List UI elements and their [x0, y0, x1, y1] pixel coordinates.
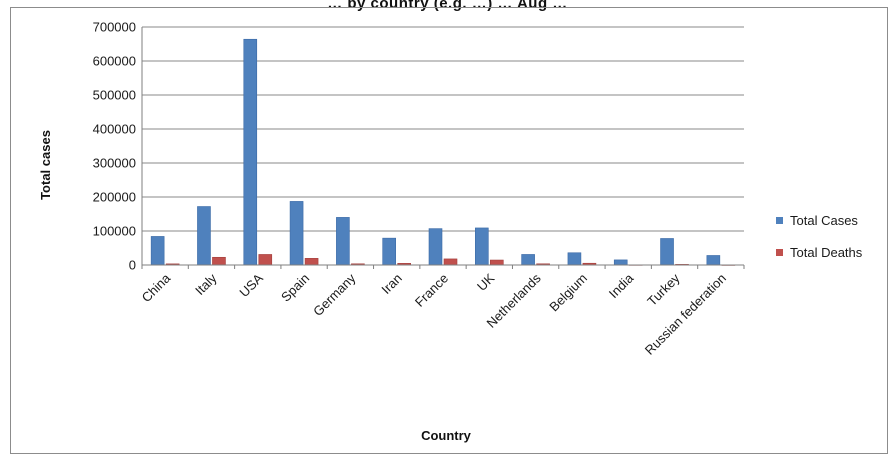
axes	[141, 27, 744, 266]
x-tick-label-uk: UK	[474, 270, 498, 294]
legend-swatch-total-cases	[776, 217, 783, 224]
x-axis-title: Country	[421, 428, 472, 443]
y-tick-label-700000: 700000	[93, 20, 136, 35]
bar-total-cases-netherlands	[521, 254, 535, 266]
y-tick-labels: 0 100000 200000 300000 400000 500000 600000 700…	[93, 20, 136, 273]
y-tick-label-500000: 500000	[93, 88, 136, 103]
legend: Total Cases Total Deaths	[776, 213, 863, 260]
y-tick-label-0: 0	[129, 258, 136, 273]
chart-title: … by country (e.g. …) … Aug …	[327, 0, 568, 12]
gridlines	[142, 26, 744, 232]
x-tick-label-turkey: Turkey	[644, 270, 683, 309]
bar-total-cases-france	[428, 228, 443, 266]
bar-total-cases-iran	[382, 237, 396, 266]
bar-total-cases-italy	[197, 206, 211, 266]
x-tick-label-china: China	[139, 270, 174, 305]
y-axis-title: Total cases	[38, 130, 53, 200]
y-tick-label-300000: 300000	[93, 156, 136, 171]
x-tick-label-spain: Spain	[278, 271, 312, 305]
bar-total-deaths-usa	[258, 254, 273, 266]
bar-total-cases-usa	[243, 38, 258, 266]
bar-total-cases-china	[150, 236, 165, 266]
bar-total-deaths-italy	[212, 256, 226, 266]
bar-total-cases-germany	[336, 217, 350, 266]
y-tick-label-100000: 100000	[93, 224, 136, 239]
bar-total-cases-spain	[289, 201, 304, 266]
legend-label-total-cases: Total Cases	[790, 213, 858, 228]
legend-swatch-total-deaths	[776, 249, 783, 256]
bar-total-cases-russian-federation	[706, 255, 721, 266]
x-tick-label-germany: Germany	[310, 270, 359, 319]
x-tick-label-belgium: Belgium	[546, 271, 590, 315]
bar-total-cases-turkey	[660, 238, 674, 266]
bar-total-cases-uk	[475, 227, 489, 266]
bars	[150, 38, 736, 266]
x-tick-label-france: France	[412, 271, 451, 310]
chart-frame	[10, 7, 888, 454]
bar-total-deaths-uk	[490, 259, 504, 266]
y-tick-label-400000: 400000	[93, 122, 136, 137]
y-tick-label-200000: 200000	[93, 190, 136, 205]
y-tick-label-600000: 600000	[93, 54, 136, 69]
x-tick-label-iran: Iran	[378, 271, 404, 297]
x-tick-label-italy: Italy	[192, 270, 220, 298]
x-tick-label-usa: USA	[236, 270, 266, 300]
bar-total-deaths-france	[443, 258, 458, 266]
bar-total-cases-belgium	[567, 252, 582, 266]
legend-label-total-deaths: Total Deaths	[790, 245, 863, 260]
bar-total-cases-india	[613, 259, 628, 266]
bar-total-deaths-spain	[304, 258, 319, 266]
x-tick-label-india: India	[606, 270, 637, 301]
x-tick-label-russian-federation: Russian federation	[642, 271, 729, 358]
